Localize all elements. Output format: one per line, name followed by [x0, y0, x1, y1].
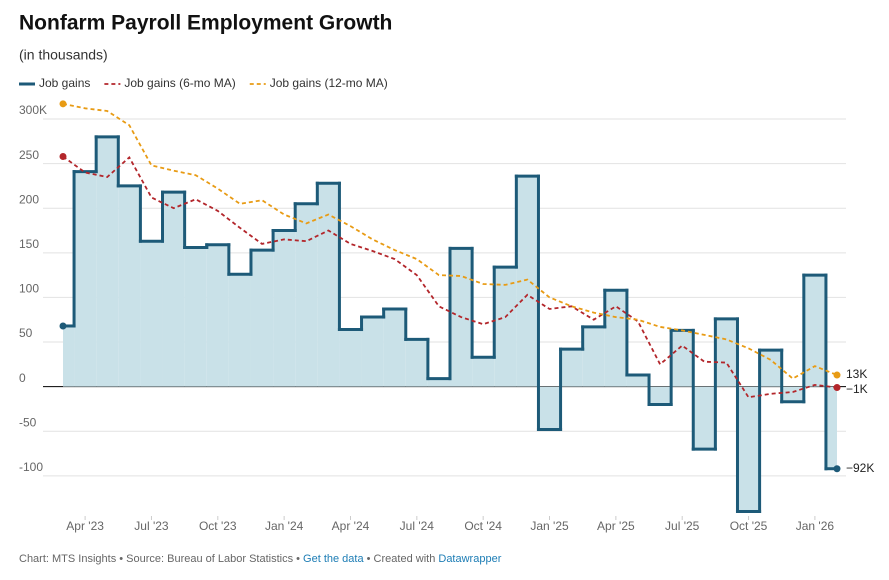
footer-text: Chart: MTS Insights • Source: Bureau of … [19, 553, 303, 565]
end-dot [59, 322, 67, 330]
y-tick-label: 50 [19, 326, 33, 340]
area-segment [604, 290, 627, 387]
x-tick-label: Jul '23 [134, 519, 169, 533]
end-label: 13K [846, 367, 867, 381]
area-segment [250, 250, 274, 387]
y-tick-label: -50 [19, 415, 37, 429]
area-segment [693, 386, 716, 450]
area-segment [295, 203, 318, 387]
end-dot [833, 384, 841, 392]
area-segment [494, 267, 517, 387]
x-tick-label: Apr '23 [66, 519, 104, 533]
area-segment [273, 230, 296, 387]
footer-link[interactable]: Get the data [303, 553, 364, 565]
x-tick-label: Oct '24 [464, 519, 502, 533]
y-tick-label: 250 [19, 148, 39, 162]
x-tick-label: Jul '24 [400, 519, 435, 533]
x-tick-label: Apr '24 [332, 519, 370, 533]
area-segment [472, 357, 495, 387]
end-dot [833, 465, 841, 473]
end-dot [59, 152, 67, 160]
end-dot [833, 371, 841, 379]
area-segment [361, 317, 384, 387]
x-tick-label: Jan '25 [530, 519, 569, 533]
area-segment [803, 275, 826, 387]
legend-label: Job gains (6-mo MA) [124, 76, 235, 90]
area-segment [405, 339, 428, 387]
end-dot [59, 100, 67, 108]
area-segment [649, 386, 672, 405]
area-segment [63, 325, 75, 387]
end-label: −92K [846, 461, 874, 475]
x-tick-label: Jul '25 [665, 519, 700, 533]
area-segment [427, 378, 450, 387]
area-segment [781, 386, 804, 402]
y-tick-label: 0 [19, 371, 26, 385]
x-tick-label: Jan '26 [796, 519, 835, 533]
area-segment [339, 329, 362, 387]
x-tick-label: Apr '25 [597, 519, 635, 533]
area-segment [383, 309, 406, 387]
area-segment [140, 241, 163, 387]
chart-title: Nonfarm Payroll Employment Growth [19, 12, 392, 35]
footer: Chart: MTS Insights • Source: Bureau of … [19, 553, 502, 565]
x-tick-label: Oct '25 [730, 519, 768, 533]
area-segment [626, 375, 650, 387]
footer-text: • Created with [364, 553, 439, 565]
area-segment [162, 192, 185, 387]
area-segment [516, 176, 539, 387]
ma-line [62, 155, 838, 399]
x-tick-label: Jan '24 [265, 519, 304, 533]
area-segment [74, 171, 97, 387]
area-segment [228, 274, 251, 387]
area-segment [538, 386, 561, 430]
y-tick-label: 200 [19, 192, 39, 206]
chart-subtitle: (in thousands) [19, 47, 108, 63]
area-segment [671, 330, 694, 387]
area-segment [184, 247, 207, 387]
area-segment [737, 386, 760, 512]
legend-label: Job gains (12-mo MA) [270, 76, 388, 90]
x-tick-label: Oct '23 [199, 519, 237, 533]
end-label: −1K [846, 382, 868, 396]
area-segment [825, 386, 837, 469]
y-tick-label: 150 [19, 237, 39, 251]
area-segment [118, 185, 141, 387]
area-segment [96, 136, 119, 387]
area-segment [759, 350, 782, 387]
area-segment [206, 244, 229, 387]
ma-line [62, 102, 838, 380]
y-tick-label: -100 [19, 460, 43, 474]
area-segment [582, 326, 605, 387]
area-segment [560, 349, 583, 387]
y-tick-label: 300K [19, 103, 47, 117]
y-tick-label: 100 [19, 282, 39, 296]
footer-link[interactable]: Datawrapper [438, 553, 501, 565]
legend-label: Job gains [39, 76, 90, 90]
